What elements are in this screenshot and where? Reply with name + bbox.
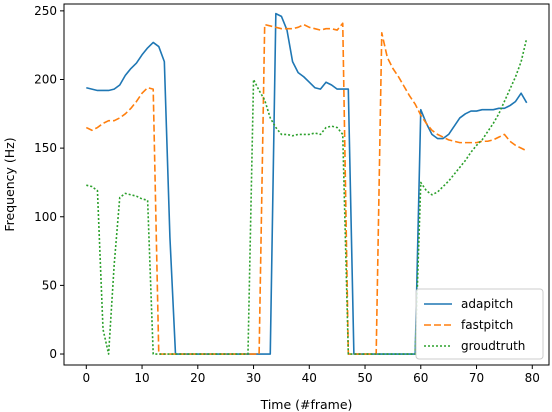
x-tick-label: 60 bbox=[413, 371, 428, 385]
y-tick-label: 100 bbox=[34, 210, 57, 224]
plot-frame bbox=[63, 3, 550, 366]
y-tick-label: 0 bbox=[49, 347, 57, 361]
x-tick-label: 0 bbox=[82, 371, 90, 385]
x-tick-label: 70 bbox=[469, 371, 484, 385]
x-tick-label: 30 bbox=[246, 371, 261, 385]
y-tick-label: 200 bbox=[34, 72, 57, 86]
x-tick-label: 20 bbox=[190, 371, 205, 385]
legend-box bbox=[415, 288, 544, 360]
x-tick-label: 80 bbox=[525, 371, 540, 385]
y-axis-label: Frequency (Hz) bbox=[2, 137, 17, 231]
x-tick-label: 50 bbox=[357, 371, 372, 385]
y-tick-label: 50 bbox=[42, 278, 57, 292]
legend-label-adapitch: adapitch bbox=[461, 297, 513, 311]
legend-label-groudtruth: groudtruth bbox=[461, 339, 525, 353]
y-tick-label: 150 bbox=[34, 141, 57, 155]
legend-label-fastpitch: fastpitch bbox=[461, 318, 513, 332]
x-tick-label: 40 bbox=[302, 371, 317, 385]
x-tick-label: 10 bbox=[134, 371, 149, 385]
series-line-adapitch bbox=[86, 12, 528, 355]
series-line-groudtruth bbox=[86, 38, 528, 355]
x-axis-label: Time (#frame) bbox=[260, 397, 353, 412]
y-tick-label: 250 bbox=[34, 4, 57, 18]
